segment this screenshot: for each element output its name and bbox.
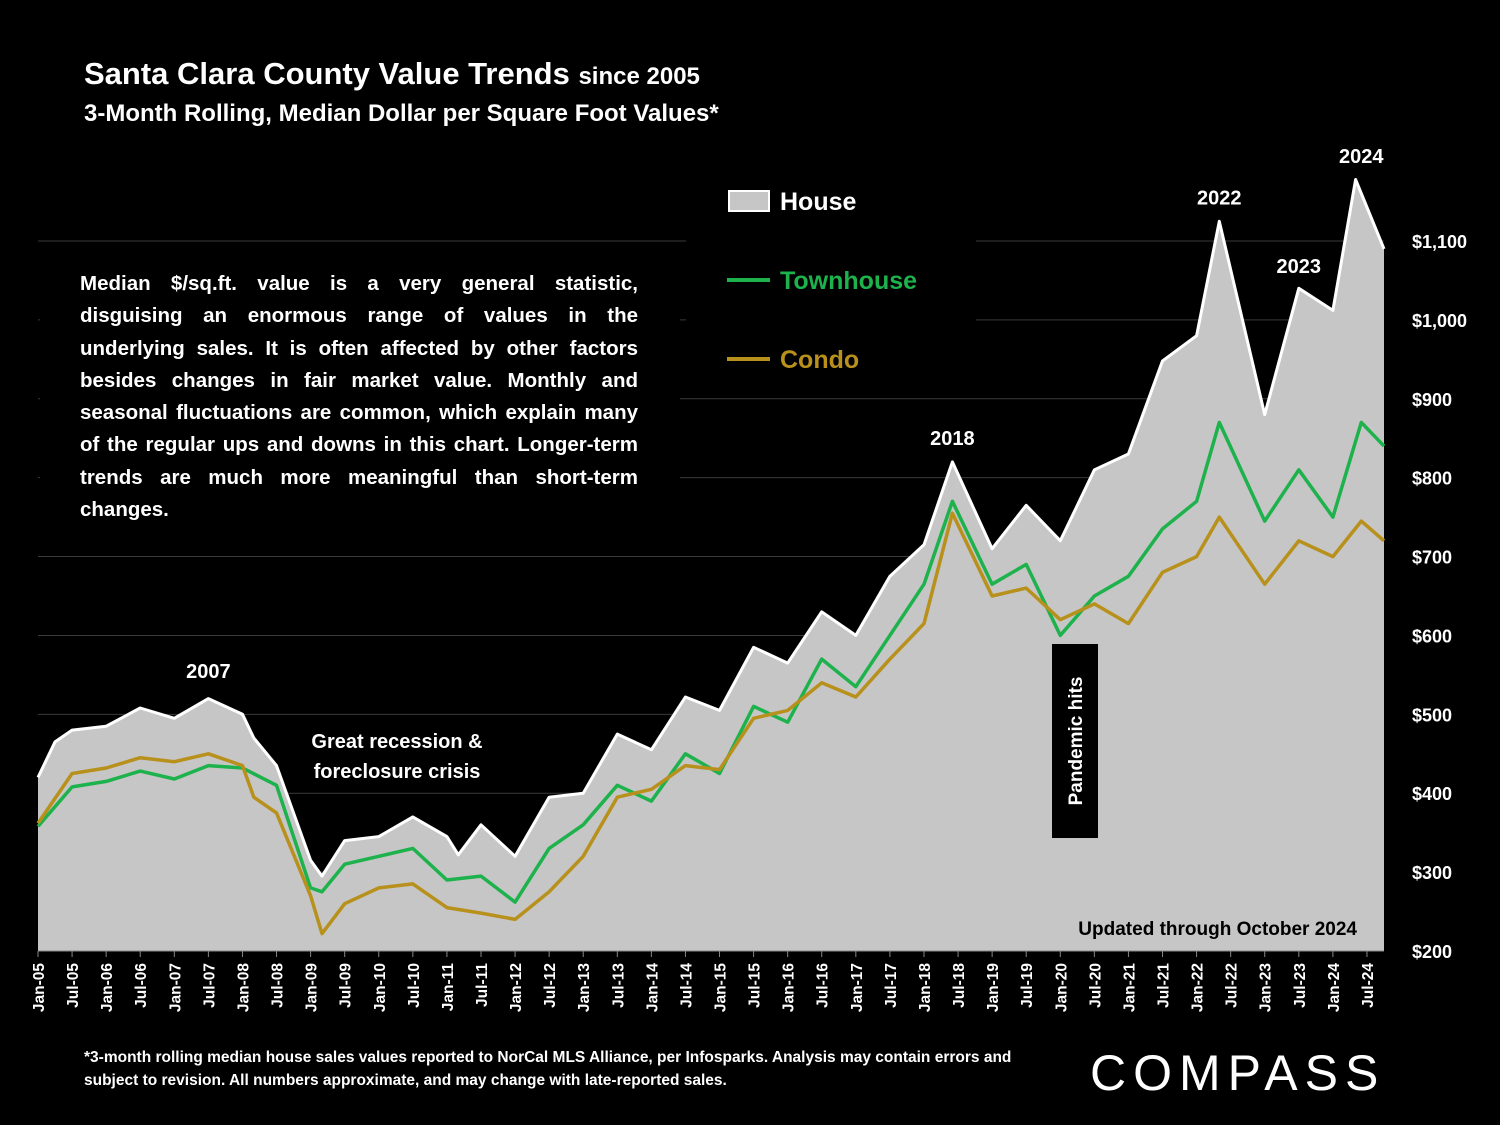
y-tick-label: $800: [1412, 469, 1452, 489]
legend-label-condo: Condo: [780, 346, 859, 374]
year-annotation-2023: 2023: [1277, 256, 1322, 278]
y-axis-ticks: $200 $300 $400 $500 $600 $700 $800 $900 $1,000 $1…: [1412, 232, 1467, 962]
legend-label-townhouse: Townhouse: [780, 267, 917, 295]
recession-annotation: Great recession & foreclosure crisis: [311, 731, 482, 783]
x-tick-label: Jul-23: [1292, 963, 1309, 1008]
x-tick-label: Jul-05: [65, 963, 82, 1008]
pandemic-annotation: Pandemic hits: [1066, 677, 1087, 806]
y-tick-label: $600: [1412, 626, 1452, 646]
pandemic-label-box: [1052, 644, 1098, 838]
title-suffix: since 2005: [578, 63, 700, 90]
x-tick-label: Jan-05: [31, 963, 48, 1012]
value-trends-chart: $200 $300 $400 $500 $600 $700 $800 $900 $1,000 $1…: [31, 146, 1467, 1012]
x-tick-label: Jan-13: [576, 963, 593, 1012]
year-annotation-2022: 2022: [1197, 188, 1242, 210]
x-tick-label: Jan-14: [644, 963, 661, 1012]
description-background: [40, 244, 680, 542]
x-tick-label: Jan-11: [440, 963, 457, 1012]
x-tick-label: Jul-06: [133, 963, 150, 1008]
x-tick-label: Jul-18: [951, 963, 968, 1008]
y-tick-label: $700: [1412, 548, 1452, 568]
x-tick-label: Jul-09: [338, 963, 355, 1008]
annotations: 2007 Great recession & foreclosure crisis 2…: [40, 146, 1384, 940]
footnote: *3-month rolling median house sales valu…: [84, 1049, 1012, 1089]
townhouse-line: [36, 420, 1386, 904]
legend-swatch-house: [728, 190, 770, 212]
chart-description: Median $/sq.ft. value is a very general …: [80, 272, 638, 522]
x-tick-label: Jul-11: [474, 963, 491, 1007]
page-subtitle: 3-Month Rolling, Median Dollar per Squar…: [84, 100, 719, 127]
y-tick-label: $300: [1412, 863, 1452, 883]
x-tick-label: Jul-10: [406, 963, 423, 1008]
house-area-layer: [36, 178, 1386, 951]
year-annotation-2018: 2018: [930, 428, 975, 450]
x-tick-label: Jul-12: [542, 963, 559, 1008]
title-main: Santa Clara County Value Trends: [84, 56, 570, 91]
x-tick-label: Jul-19: [1019, 963, 1036, 1008]
house-outline: [36, 178, 1386, 878]
x-tick-label: Jan-10: [372, 963, 389, 1012]
x-tick-label: Jan-21: [1121, 963, 1138, 1012]
x-axis-ticks: Jan-05 Jul-05 Jan-06 Jul-06 Jan-07 Jul-07 Jan-…: [31, 950, 1384, 1012]
y-tick-label: $200: [1412, 942, 1452, 962]
legend: House Townhouse Condo: [686, 160, 976, 390]
x-tick-label: Jan-24: [1326, 963, 1343, 1012]
page-title: Santa Clara County Value Trends since 20…: [84, 56, 700, 92]
house-area: [38, 179, 1384, 951]
x-tick-label: Jan-22: [1190, 963, 1207, 1012]
x-tick-label: Jul-20: [1087, 963, 1104, 1008]
y-tick-label: $900: [1412, 390, 1452, 410]
x-tick-label: Jul-17: [883, 963, 900, 1008]
x-tick-label: Jan-09: [304, 963, 321, 1012]
x-tick-label: Jan-07: [167, 963, 184, 1012]
x-tick-label: Jan-06: [99, 963, 116, 1012]
legend-label-house: House: [780, 188, 857, 216]
x-tick-label: Jan-17: [849, 963, 866, 1012]
year-annotation-2007: 2007: [186, 661, 231, 683]
updated-note: Updated through October 2024: [1078, 919, 1357, 940]
x-tick-label: Jul-21: [1156, 963, 1173, 1008]
y-tick-label: $1,000: [1412, 311, 1467, 331]
x-tick-label: Jan-19: [985, 963, 1002, 1012]
x-tick-label: Jul-07: [201, 963, 218, 1008]
x-tick-label: Jan-08: [235, 963, 252, 1012]
year-annotation-2024: 2024: [1339, 146, 1384, 168]
x-tick-label: Jul-16: [815, 963, 832, 1008]
compass-logo: COMPASS: [1090, 1045, 1386, 1101]
x-tick-label: Jul-15: [747, 963, 764, 1008]
x-tick-label: Jul-22: [1224, 963, 1241, 1008]
y-tick-label: $400: [1412, 784, 1452, 804]
x-tick-label: Jan-18: [917, 963, 934, 1012]
x-tick-label: Jan-12: [508, 963, 525, 1012]
condo-line: [36, 511, 1386, 936]
x-tick-label: Jul-14: [678, 963, 695, 1008]
x-tick-label: Jan-23: [1258, 963, 1275, 1012]
x-tick-label: Jul-24: [1360, 963, 1377, 1008]
x-tick-label: Jan-20: [1053, 963, 1070, 1012]
x-tick-label: Jul-08: [270, 963, 287, 1008]
x-tick-label: Jan-15: [713, 963, 730, 1012]
series-lines-layer: [36, 420, 1386, 936]
y-tick-label: $500: [1412, 705, 1452, 725]
y-tick-label: $1,100: [1412, 232, 1467, 252]
x-tick-label: Jan-16: [781, 963, 798, 1012]
x-tick-label: Jul-13: [610, 963, 627, 1008]
